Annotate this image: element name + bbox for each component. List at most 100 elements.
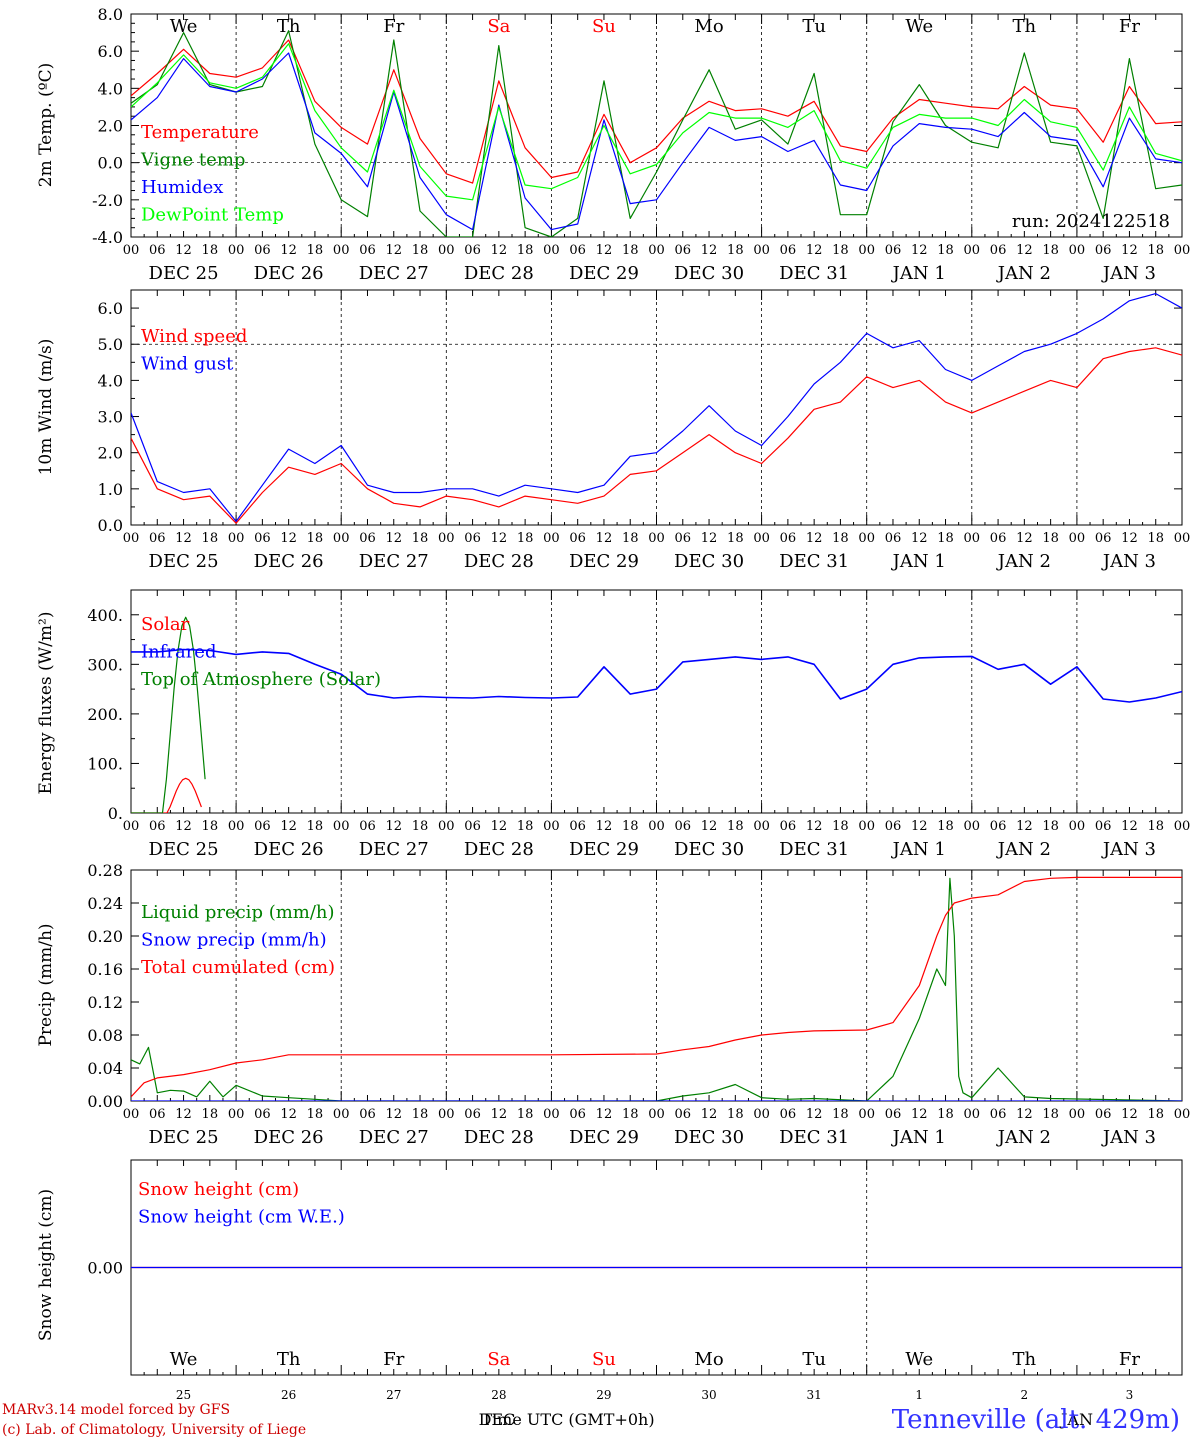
hour-tick-label: 00 <box>228 819 245 834</box>
hour-tick-label: 00 <box>333 1107 350 1122</box>
weekday-label: Th <box>1013 16 1037 37</box>
hour-tick-label: 00 <box>648 1107 665 1122</box>
hour-tick-label: 18 <box>1042 243 1059 258</box>
plot-area <box>131 616 1182 813</box>
hour-tick-label: 12 <box>280 1107 297 1122</box>
hour-tick-label: 12 <box>911 243 928 258</box>
weekday-label: We <box>170 1349 198 1370</box>
hour-tick-label: 18 <box>1147 1107 1164 1122</box>
weekday-label: Mo <box>694 1349 723 1370</box>
hour-tick-label: 00 <box>333 819 350 834</box>
hour-tick-label: 06 <box>1095 243 1112 258</box>
legend-solar: Solar <box>141 614 190 635</box>
hour-tick-label: 06 <box>990 531 1007 546</box>
weekday-label: We <box>170 16 198 37</box>
hour-tick-label: 06 <box>359 819 376 834</box>
hour-tick-label: 06 <box>1095 819 1112 834</box>
hour-tick-label: 06 <box>675 531 692 546</box>
hour-tick-label: 06 <box>464 243 481 258</box>
y-axis-title: 10m Wind (m/s) <box>36 339 56 476</box>
x-axis-overlay-jan: JAN <box>1059 1410 1093 1429</box>
hour-tick-label: 00 <box>123 531 140 546</box>
y-axis-title: Energy fluxes (W/m²) <box>36 612 56 795</box>
weekday-label: Su <box>592 1349 616 1370</box>
hour-tick-label: 18 <box>622 819 639 834</box>
y-tick-label: 6.0 <box>98 299 123 318</box>
legend-dewpoint: DewPoint Temp <box>141 205 284 226</box>
y-tick-label: 5.0 <box>98 335 123 354</box>
hour-tick-label: 12 <box>806 819 823 834</box>
hour-tick-label: 18 <box>727 1107 744 1122</box>
date-label: DEC 29 <box>569 551 639 572</box>
hour-tick-label: 00 <box>1174 243 1191 258</box>
hour-tick-label: 00 <box>1174 1107 1191 1122</box>
date-label: DEC 30 <box>674 551 744 572</box>
hour-tick-label: 06 <box>675 1107 692 1122</box>
hour-tick-label: 00 <box>753 819 770 834</box>
date-label: DEC 28 <box>464 839 534 860</box>
panel-3: 400. 300. 200. 100. 0. Energy fluxes (W/m²) 00… <box>36 589 1190 860</box>
hour-tick-label: 12 <box>175 531 192 546</box>
hour-tick-label: 00 <box>858 531 875 546</box>
y-tick-label: 0.28 <box>87 861 123 880</box>
date-label: DEC 25 <box>149 1127 219 1148</box>
hour-tick-label: 00 <box>438 243 455 258</box>
series-temperature-line <box>131 39 1182 184</box>
hour-tick-label: 06 <box>569 819 586 834</box>
series-solar-line <box>131 777 202 813</box>
hour-tick-label: 18 <box>937 1107 954 1122</box>
hour-tick-label: 18 <box>937 531 954 546</box>
y-tick-label: 0.24 <box>87 894 123 913</box>
hour-tick-label: 00 <box>1069 819 1086 834</box>
hour-tick-label: 06 <box>254 531 271 546</box>
hour-tick-label: 00 <box>753 243 770 258</box>
weekday-label: Tu <box>802 1349 826 1370</box>
hour-tick-label: 06 <box>359 1107 376 1122</box>
y-tick-label: 0.0 <box>98 516 123 535</box>
hour-tick-label: 00 <box>753 1107 770 1122</box>
hour-tick-label: 12 <box>1121 243 1138 258</box>
hour-tick-label: 18 <box>517 531 534 546</box>
hour-tick-label: 00 <box>228 1107 245 1122</box>
hour-tick-label: 12 <box>596 243 613 258</box>
legend-toa: Top of Atmosphere (Solar) <box>141 669 381 690</box>
hour-tick-label: 18 <box>832 243 849 258</box>
hour-tick-label: 12 <box>596 1107 613 1122</box>
legend-wind_gust: Wind gust <box>141 354 234 375</box>
hour-tick-label: 00 <box>648 531 665 546</box>
hour-tick-label: 18 <box>832 531 849 546</box>
hour-tick-label: 06 <box>149 243 166 258</box>
hour-tick-label: 12 <box>701 1107 718 1122</box>
y-tick-label: 2.0 <box>98 444 123 463</box>
hour-tick-label: 12 <box>175 243 192 258</box>
hour-tick-label: 06 <box>1095 1107 1112 1122</box>
y-tick-label: 0.12 <box>87 993 123 1012</box>
legend-cumulated: Total cumulated (cm) <box>141 957 335 978</box>
hour-tick-label: 18 <box>727 531 744 546</box>
hour-tick-label: 06 <box>990 819 1007 834</box>
hour-tick-label: 00 <box>123 819 140 834</box>
date-label: DEC 28 <box>464 551 534 572</box>
hour-tick-label: 18 <box>727 243 744 258</box>
plot-area <box>131 30 1182 237</box>
day-number-label: 27 <box>386 1388 401 1402</box>
hour-tick-label: 12 <box>911 531 928 546</box>
hour-tick-label: 12 <box>596 819 613 834</box>
day-number-label: 30 <box>701 1388 716 1402</box>
hour-tick-label: 06 <box>464 819 481 834</box>
date-label: JAN 2 <box>996 551 1051 572</box>
hour-tick-label: 00 <box>333 531 350 546</box>
hour-tick-label: 18 <box>622 531 639 546</box>
hour-tick-label: 18 <box>202 243 219 258</box>
date-label: JAN 3 <box>1101 839 1156 860</box>
hour-tick-label: 06 <box>149 819 166 834</box>
y-tick-label: 4.0 <box>98 371 123 390</box>
hour-tick-label: 12 <box>491 819 508 834</box>
hour-tick-label: 00 <box>543 531 560 546</box>
hour-tick-label: 06 <box>780 243 797 258</box>
hour-tick-label: 18 <box>1147 531 1164 546</box>
hour-tick-label: 18 <box>832 1107 849 1122</box>
hour-tick-label: 18 <box>202 531 219 546</box>
date-label: JAN 3 <box>1101 551 1156 572</box>
y-tick-label: 0.00 <box>87 1092 123 1111</box>
